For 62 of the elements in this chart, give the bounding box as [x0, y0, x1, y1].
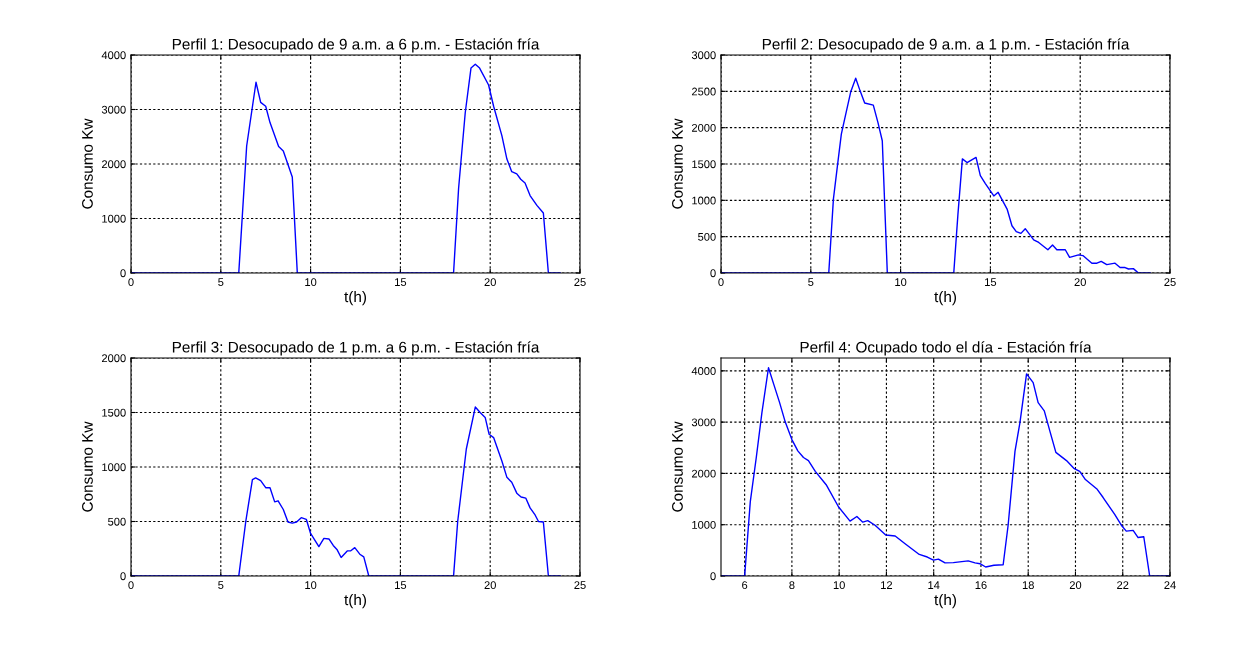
x-tick-label: 14	[928, 581, 940, 589]
y-tick-label: 2500	[691, 87, 716, 96]
x-tick-label: 0	[128, 278, 134, 287]
y-tick-label: 3000	[691, 51, 716, 60]
y-tick-label: 1500	[102, 408, 126, 417]
x-tick-label: 5	[218, 581, 224, 590]
y-tick-label: 4000	[101, 51, 126, 60]
x-tick-label: 22	[1117, 581, 1129, 589]
x-tick-label: 25	[574, 581, 586, 590]
x-axis-title: t(h)	[934, 291, 957, 306]
x-axis-title: t(h)	[934, 594, 957, 609]
chart-title: Perfil 1: Desocupado de 9 a.m. a 6 p.m. - Estación fría	[172, 38, 540, 53]
y-tick-label: 0	[120, 572, 126, 581]
x-tick-label: 0	[128, 581, 134, 590]
x-tick-label: 18	[1022, 581, 1034, 590]
x-tick-label: 25	[574, 278, 586, 287]
y-tick-label: 0	[120, 269, 126, 278]
x-tick-label: 10	[305, 278, 317, 287]
x-axis-title: t(h)	[344, 291, 367, 306]
y-tick-label: 1500	[692, 160, 716, 169]
x-tick-label: 24	[1164, 581, 1176, 589]
x-tick-label: 20	[1074, 278, 1086, 287]
y-tick-label: 1000	[692, 520, 716, 529]
chart-title: Perfil 3: Desocupado de 1 p.m. a 6 p.m. - Estación fría	[172, 341, 540, 356]
x-tick-label: 10	[895, 278, 907, 287]
x-tick-label: 25	[1164, 278, 1176, 287]
y-tick-label: 2000	[691, 123, 716, 132]
chart-title: Perfil 4: Ocupado todo el día - Estación fría	[800, 341, 1092, 356]
y-axis-title: Consumo Kw	[672, 421, 683, 512]
x-tick-label: 10	[305, 581, 317, 590]
y-axis-title: Consumo Kw	[82, 421, 93, 512]
x-axis-title: t(h)	[344, 594, 367, 609]
y-tick-label: 3000	[691, 418, 716, 427]
chart-title: Perfil 2: Desocupado de 9 a.m. a 1 p.m. - Estación fría	[762, 38, 1130, 53]
x-tick-label: 12	[881, 581, 893, 589]
y-tick-label: 2000	[101, 354, 126, 363]
y-tick-label: 3000	[101, 105, 126, 114]
x-tick-label: 5	[808, 278, 814, 287]
y-axis-title: Consumo Kw	[82, 118, 93, 209]
y-tick-label: 4000	[691, 367, 716, 375]
y-axis-title: Consumo Kw	[672, 118, 683, 209]
y-tick-label: 1000	[692, 196, 716, 205]
y-tick-label: 2000	[101, 160, 126, 169]
x-tick-label: 20	[484, 278, 496, 287]
x-tick-label: 6	[742, 581, 748, 590]
x-tick-label: 10	[833, 581, 845, 590]
x-tick-label: 20	[1069, 581, 1082, 590]
x-tick-label: 20	[484, 581, 496, 590]
y-tick-label: 1000	[102, 214, 126, 223]
x-tick-label: 15	[985, 278, 997, 287]
y-tick-label: 500	[108, 517, 126, 526]
x-tick-label: 15	[395, 278, 407, 287]
y-tick-label: 500	[698, 232, 716, 241]
x-tick-label: 5	[218, 278, 224, 287]
x-tick-label: 0	[718, 278, 724, 287]
x-tick-label: 8	[789, 581, 795, 590]
y-tick-label: 2000	[691, 469, 716, 478]
x-tick-label: 16	[975, 581, 987, 590]
y-tick-label: 0	[710, 269, 716, 278]
y-tick-label: 1000	[102, 463, 126, 472]
y-tick-label: 0	[710, 572, 716, 581]
x-tick-label: 15	[395, 581, 407, 590]
